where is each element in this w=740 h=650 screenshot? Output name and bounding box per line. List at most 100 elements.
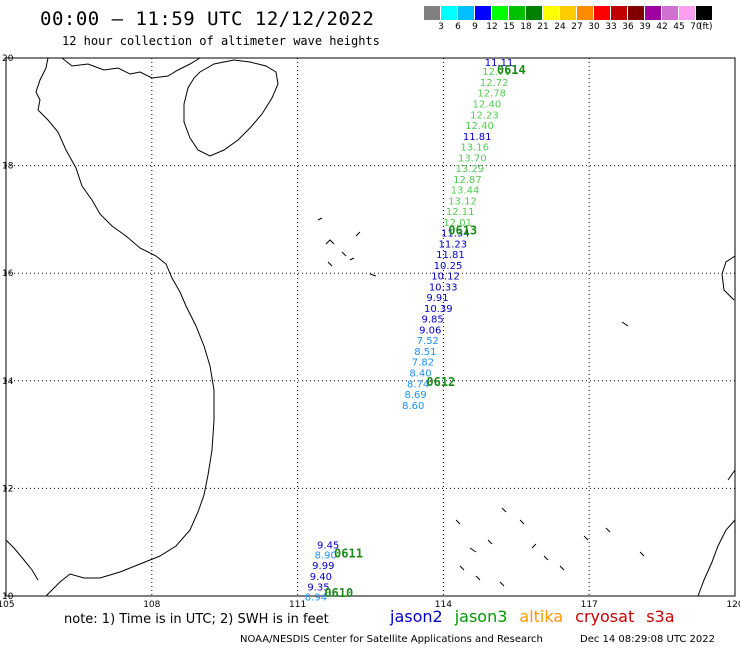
swh-value: 12.11 (446, 207, 475, 218)
swh-value: 7.82 (412, 358, 434, 369)
color-swatch (543, 6, 559, 20)
legend-entry: altika (519, 607, 564, 626)
altimeter-map: 105108111114117120201816141210 11.1112.7… (0, 54, 740, 610)
swh-value: 8.60 (402, 401, 424, 412)
swh-value: 9.99 (312, 561, 334, 572)
color-swatch (441, 6, 457, 20)
pass-time-label: 0614 (497, 63, 526, 77)
coastline-hainan (183, 59, 279, 157)
color-swatch (577, 6, 593, 20)
lon-tick-label: 105 (0, 600, 15, 610)
coastline-philippines (621, 255, 736, 597)
color-scale-label: 9 (472, 22, 478, 32)
satellite-legend: jason2 jason3 altika cryosat s3a (390, 607, 687, 626)
color-scale-label: 70 (690, 22, 702, 32)
color-scale-label: 24 (554, 22, 566, 32)
swh-value: 13.44 (451, 186, 480, 197)
swh-value: 8.94 (305, 592, 327, 603)
swh-value: 8.69 (405, 390, 427, 401)
swh-value: 7.52 (417, 336, 439, 347)
footer-credit: NOAA/NESDIS Center for Satellite Applica… (240, 634, 543, 645)
footer-timestamp: Dec 14 08:29:08 UTC 2022 (580, 634, 715, 645)
lon-tick-label: 108 (143, 600, 160, 610)
swh-value: 11.34 (441, 229, 470, 240)
color-swatch (560, 6, 576, 20)
color-scale-label: 33 (605, 22, 617, 32)
chart-subtitle: 12 hour collection of altimeter wave hei… (62, 34, 380, 48)
map-frame (5, 57, 736, 597)
color-swatch (509, 6, 525, 20)
color-scale-label: 42 (656, 22, 668, 32)
lat-tick-label: 12 (2, 484, 13, 494)
swh-value: 11.23 (439, 239, 468, 250)
lat-tick-label: 18 (2, 162, 14, 172)
swh-value: 12.87 (453, 175, 482, 186)
swh-value: 9.06 (419, 325, 441, 336)
swh-value: 10.39 (424, 304, 453, 315)
swh-value: 10.33 (429, 282, 458, 293)
swh-value: 13.12 (448, 196, 477, 207)
swh-value: 8.74 (407, 379, 429, 390)
color-swatch (492, 6, 508, 20)
swh-value: 11.11 (485, 58, 514, 69)
pass-time-label: 0612 (426, 375, 455, 389)
coastline-mainland (35, 57, 215, 597)
lat-tick-label: 10 (2, 592, 14, 602)
color-swatch (458, 6, 474, 20)
color-scale-unit: (ft) (699, 22, 713, 32)
swh-value: 12.40 (465, 121, 494, 132)
swh-value: 8.51 (414, 347, 436, 358)
note-text: note: 1) Time is in UTC; 2) SWH is in fe… (64, 612, 329, 627)
color-swatch (475, 6, 491, 20)
color-swatch (662, 6, 678, 20)
swh-value: 8.40 (409, 368, 431, 379)
map-grid (6, 58, 735, 596)
color-scale-label: 30 (588, 22, 600, 32)
swh-value: 10.12 (431, 272, 460, 283)
swh-value: 12.01 (443, 218, 472, 229)
swh-value: 13.70 (458, 153, 487, 164)
swh-value: 12.78 (477, 89, 506, 100)
map-tick-labels: 105 108 111 114 117 120 20 18 16 14 12 10 (0, 54, 740, 610)
coastline (5, 57, 736, 597)
color-swatch (594, 6, 610, 20)
lat-tick-label: 14 (2, 377, 14, 387)
legend-entry: s3a (646, 607, 675, 626)
color-scale-label: 3 (438, 22, 444, 32)
swh-value: 9.40 (310, 572, 332, 583)
color-swatch (645, 6, 661, 20)
coastline-china-south (61, 57, 201, 79)
paracel-islands (317, 217, 377, 277)
color-scale-label: 12 (486, 22, 498, 32)
swh-value: 10.25 (434, 261, 463, 272)
legend-entry: jason3 (454, 607, 508, 626)
color-scale-label: 39 (639, 22, 651, 32)
lon-tick-label: 120 (726, 600, 740, 610)
color-scale-label: 18 (520, 22, 532, 32)
swh-value: 13.29 (456, 164, 485, 175)
swh-value: 12.72 (480, 78, 509, 89)
swh-value: 11.81 (463, 132, 492, 143)
color-swatch (526, 6, 542, 20)
lon-tick-label: 114 (435, 600, 452, 610)
color-scale-label: 6 (455, 22, 461, 32)
swh-value: 12.40 (473, 99, 502, 110)
swh-value: 13.16 (460, 143, 489, 154)
pass-time-label: 0610 (324, 586, 353, 600)
pass-time-label: 0611 (334, 546, 363, 560)
legend-entry: cryosat (575, 607, 635, 626)
color-swatch (611, 6, 627, 20)
legend-entry: jason2 (390, 607, 443, 626)
color-scale-label: 45 (673, 22, 685, 32)
lon-tick-label: 117 (581, 600, 598, 610)
lon-tick-label: 111 (289, 600, 306, 610)
coastline-gulf (5, 539, 39, 581)
swh-value: 8.90 (315, 550, 337, 561)
color-swatch (628, 6, 644, 20)
color-swatch (679, 6, 695, 20)
swh-value: 9.91 (426, 293, 448, 304)
swh-value: 12.23 (470, 110, 499, 121)
swh-value: 9.35 (307, 583, 329, 594)
color-scale-label: 36 (622, 22, 634, 32)
color-scale-label: 15 (503, 22, 515, 32)
